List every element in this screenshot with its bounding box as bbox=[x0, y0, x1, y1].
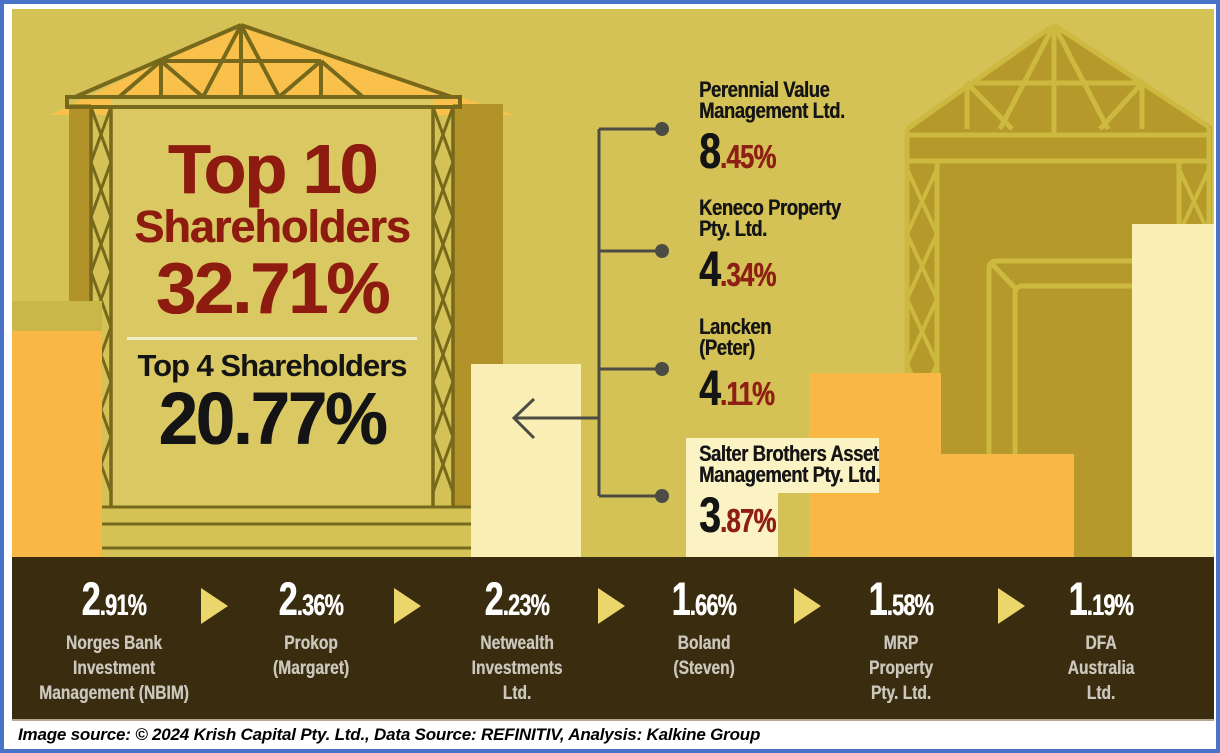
connector-dot-icon bbox=[655, 362, 669, 376]
shareholder-name: Boland (Steven) bbox=[673, 633, 735, 679]
band-entry-netwealth: 2.23% Netwealth Investments Ltd. bbox=[422, 571, 612, 706]
pct-decimal: .58% bbox=[886, 589, 934, 622]
connector-dot-icon bbox=[655, 122, 669, 136]
shareholder-percentage: 1.58% bbox=[868, 571, 934, 626]
shareholder-percentage: 8.45% bbox=[699, 122, 776, 180]
billboard-truss-lines bbox=[65, 23, 462, 507]
orange-stepped-building bbox=[809, 373, 1074, 557]
shareholder-percentage: 4.11% bbox=[699, 359, 775, 417]
billboard-base-upper bbox=[56, 505, 494, 526]
content-canvas: Top 10 Shareholders 32.71% Top 4 Shareho… bbox=[12, 9, 1214, 749]
pct-decimal: .36% bbox=[296, 589, 344, 622]
shareholder-name: Perennial Value Management Ltd. bbox=[699, 77, 845, 123]
pct-decimal: .66% bbox=[689, 589, 737, 622]
shareholder-percentage: 1.66% bbox=[671, 571, 737, 626]
pct-decimal: .23% bbox=[502, 589, 550, 622]
band-entry-dfa-australia: 1.19% DFA Australia Ltd. bbox=[1006, 571, 1196, 706]
shareholder-percentage: 1.19% bbox=[1068, 571, 1134, 626]
callout-lancken: Lancken (Peter) 4.11% bbox=[699, 316, 929, 417]
shareholder-percentage: 2.36% bbox=[278, 571, 344, 626]
pct-integer: 4 bbox=[699, 360, 721, 416]
billboard-base-lower bbox=[46, 522, 504, 550]
shareholder-name: Salter Brothers Asset Management Pty. Lt… bbox=[699, 441, 881, 487]
shareholder-percentage: 3.87% bbox=[699, 486, 776, 544]
billboard-panel bbox=[111, 99, 433, 509]
pct-integer: 2 bbox=[278, 572, 298, 625]
top10-title: Top 10 bbox=[167, 130, 378, 208]
callout-perennial: Perennial Value Management Ltd. 8.45% bbox=[699, 79, 929, 180]
next-triangle-icon bbox=[201, 588, 228, 624]
top4-title: Top 4 Shareholders bbox=[137, 348, 407, 383]
cream-tower-middle bbox=[471, 364, 581, 557]
shareholder-percentage: 2.23% bbox=[484, 571, 550, 626]
pct-integer: 1 bbox=[671, 572, 691, 625]
next-triangle-icon bbox=[394, 588, 421, 624]
pct-decimal: .45% bbox=[719, 138, 776, 175]
connector-dots bbox=[655, 122, 669, 503]
pct-integer: 2 bbox=[81, 572, 101, 625]
shareholder-name: Norges Bank Investment Management (NBIM) bbox=[39, 633, 189, 704]
pct-decimal: .19% bbox=[1086, 589, 1134, 622]
top10-title-line2: Shareholders bbox=[134, 201, 411, 252]
top10-percentage: 32.71% bbox=[155, 249, 390, 329]
pct-integer: 3 bbox=[699, 487, 721, 543]
connector-dot-icon bbox=[655, 489, 669, 503]
pct-integer: 2 bbox=[484, 572, 504, 625]
shareholder-name: Lancken (Peter) bbox=[699, 314, 772, 360]
source-footer: Image source: © 2024 Krish Capital Pty. … bbox=[12, 721, 1214, 749]
connector-dot-icon bbox=[655, 244, 669, 258]
left-arrow-icon bbox=[511, 397, 536, 440]
left-khaki-block bbox=[12, 301, 102, 331]
pct-decimal: .11% bbox=[719, 375, 775, 412]
orange-building-left bbox=[12, 331, 102, 557]
callout4-highlight-box bbox=[686, 438, 879, 493]
callout-salter-brothers: Salter Brothers Asset Management Pty. Lt… bbox=[699, 443, 929, 544]
shareholder-name: Keneco Property Pty. Ltd. bbox=[699, 195, 841, 241]
callout-keneco: Keneco Property Pty. Ltd. 4.34% bbox=[699, 197, 929, 298]
pct-integer: 1 bbox=[1068, 572, 1088, 625]
bottom-shareholders-band: 2.91% Norges Bank Investment Management … bbox=[12, 557, 1214, 721]
billboard-text-block: Top 10 Shareholders 32.71% Top 4 Shareho… bbox=[111, 101, 433, 460]
band-entry-boland: 1.66% Boland (Steven) bbox=[609, 571, 799, 681]
next-triangle-icon bbox=[794, 588, 821, 624]
band-entry-prokop: 2.36% Prokop (Margaret) bbox=[216, 571, 406, 681]
band-entry-norges-bank: 2.91% Norges Bank Investment Management … bbox=[19, 571, 209, 706]
connector-lines bbox=[511, 127, 662, 498]
shareholder-name: DFA Australia Ltd. bbox=[1067, 633, 1135, 704]
pct-integer: 4 bbox=[699, 241, 721, 297]
shareholder-percentage: 4.34% bbox=[699, 240, 776, 298]
shareholder-name: MRP Property Pty. Ltd. bbox=[868, 633, 934, 704]
shareholder-name: Prokop (Margaret) bbox=[272, 633, 350, 679]
pct-decimal: .91% bbox=[99, 589, 147, 622]
illustration-area: Top 10 Shareholders 32.71% Top 4 Shareho… bbox=[12, 9, 1214, 557]
next-triangle-icon bbox=[598, 588, 625, 624]
pct-decimal: .34% bbox=[719, 256, 776, 293]
shareholder-name: Netwealth Investments Ltd. bbox=[471, 633, 563, 704]
top4-percentage: 20.77% bbox=[158, 377, 387, 460]
next-triangle-icon bbox=[998, 588, 1025, 624]
pct-integer: 1 bbox=[868, 572, 888, 625]
roof-banner bbox=[50, 23, 514, 115]
band-entry-mrp-property: 1.58% MRP Property Pty. Ltd. bbox=[806, 571, 996, 706]
cream-tower-right bbox=[1132, 224, 1214, 557]
pct-decimal: .87% bbox=[719, 502, 776, 539]
shareholder-percentage: 2.91% bbox=[81, 571, 147, 626]
source-attribution-text: Image source: © 2024 Krish Capital Pty. … bbox=[18, 725, 761, 744]
pct-integer: 8 bbox=[699, 123, 721, 179]
billboard-structure bbox=[46, 23, 514, 550]
billboard-separator bbox=[127, 337, 417, 340]
callout4-pct-box bbox=[686, 493, 778, 557]
construction-scene-illustration bbox=[12, 9, 1214, 557]
